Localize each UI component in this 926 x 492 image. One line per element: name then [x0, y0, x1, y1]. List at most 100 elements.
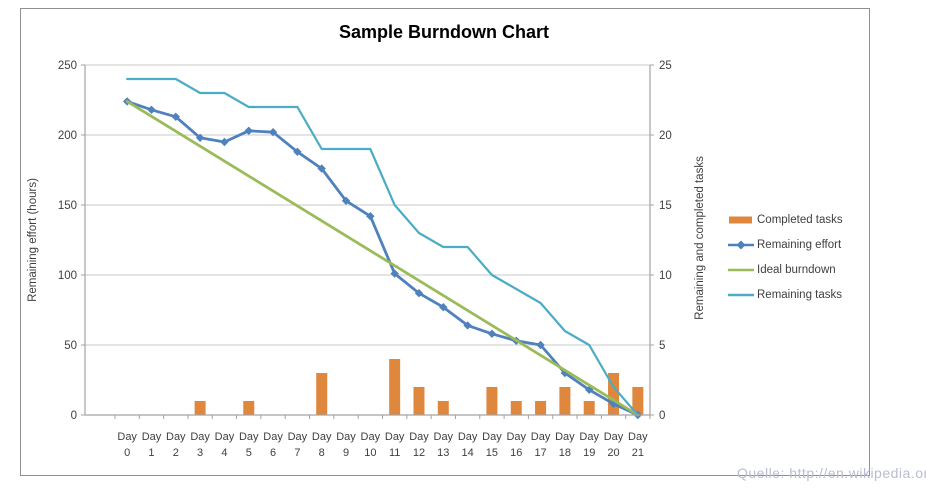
effort-marker-day-17: [536, 340, 545, 350]
day-label: Day: [555, 431, 575, 443]
bar-swatch-icon: [729, 216, 752, 224]
day-label: Day: [579, 431, 599, 443]
day-label-number: 5: [246, 447, 252, 459]
day-label: Day: [142, 431, 162, 443]
day-label-number: 7: [294, 447, 300, 459]
effort-marker-day-2: [171, 112, 180, 121]
day-label-number: 1: [148, 447, 154, 459]
gridlines: [85, 64, 650, 346]
day-label-number: 13: [437, 447, 449, 459]
day-label-number: 15: [486, 447, 498, 459]
legend-item-completed-tasks: Completed tasks: [728, 212, 843, 228]
effort-marker-day-10: [366, 212, 375, 221]
right-tick-label: 5: [659, 340, 665, 352]
right-tick-label: 25: [659, 60, 672, 72]
bar-day-21: [632, 387, 644, 415]
day-label-number: 17: [534, 447, 546, 459]
line-swatch-icon: [728, 293, 754, 297]
bar-day-16: [510, 401, 522, 415]
remaining-tasks-line: [126, 77, 639, 417]
day-label-number: 20: [607, 447, 619, 459]
legend-label: Remaining effort: [757, 239, 842, 251]
day-label: Day: [628, 431, 648, 443]
day-label: Day: [190, 431, 210, 443]
left-axis-title: Remaining effort (hours): [27, 178, 39, 302]
day-label: Day: [239, 431, 259, 443]
series-lines: [122, 77, 643, 420]
left-tick-label: 150: [58, 200, 77, 212]
day-label-number: 9: [343, 447, 349, 459]
effort-marker-day-6: [268, 128, 278, 137]
bar-day-11: [389, 359, 401, 415]
effort-marker-day-3: [195, 133, 205, 142]
day-label-number: 4: [221, 447, 227, 459]
bar-day-12: [413, 387, 425, 415]
effort-marker-day-14: [463, 321, 472, 330]
day-label-number: 0: [124, 447, 130, 459]
effort-marker-day-1: [147, 105, 156, 114]
day-label-number: 12: [413, 447, 425, 459]
chart-title: Sample Burndown Chart: [339, 22, 549, 42]
chart-frame: [20, 8, 870, 476]
legend-item-remaining-effort: Remaining effort: [728, 237, 843, 253]
day-label: Day: [458, 431, 478, 443]
legend-label: Ideal burndown: [757, 264, 836, 276]
bar-day-20: [608, 373, 620, 415]
right-tick-label: 10: [659, 270, 672, 282]
day-label: Day: [312, 431, 332, 443]
bar-day-8: [316, 373, 328, 415]
chart-legend: Completed tasks Remaining effort Ideal bur…: [728, 212, 843, 303]
day-label: Day: [288, 431, 308, 443]
day-label-number: 8: [319, 447, 325, 459]
day-label-number: 3: [197, 447, 203, 459]
day-label-number: 10: [364, 447, 376, 459]
day-label: Day: [215, 431, 235, 443]
left-tick-label: 200: [58, 130, 77, 142]
day-label: Day: [166, 431, 186, 443]
left-tick-label: 100: [58, 270, 77, 282]
day-label: Day: [385, 431, 405, 443]
day-label: Day: [482, 431, 502, 443]
bar-day-18: [559, 387, 571, 415]
day-label: Day: [604, 431, 624, 443]
effort-marker-day-15: [487, 329, 497, 338]
day-label-number: 19: [583, 447, 595, 459]
legend-label: Completed tasks: [757, 214, 843, 226]
day-label: Day: [117, 431, 137, 443]
line-swatch-icon: [728, 240, 754, 250]
day-label-number: 18: [559, 447, 571, 459]
completed-tasks-bars: [194, 359, 644, 415]
ideal-burndown-line: [125, 100, 640, 417]
left-tick-label: 0: [71, 410, 77, 422]
right-axis-title: Remaining and completed tasks: [694, 156, 706, 320]
remaining-effort-line: [125, 100, 640, 417]
legend-item-remaining-tasks: Remaining tasks: [728, 287, 843, 303]
bar-day-15: [486, 387, 498, 415]
day-label: Day: [434, 431, 454, 443]
left-tick-label: 250: [58, 60, 77, 72]
effort-marker-day-19: [585, 385, 594, 394]
axes: [81, 64, 654, 419]
effort-marker-day-4: [220, 137, 229, 147]
day-label: Day: [361, 431, 381, 443]
right-tick-label: 20: [659, 130, 672, 142]
effort-marker-day-20: [609, 399, 618, 408]
effort-marker-day-5: [244, 126, 253, 135]
legend-bar-swatch: [729, 216, 752, 224]
day-label: Day: [263, 431, 283, 443]
axis-labels: 0 0 50 5 100 10 150 15 200 20 250 25 Day 0 Day 1 Day 2 Day…: [58, 60, 672, 459]
legend-item-ideal-burndown: Ideal burndown: [728, 262, 843, 278]
left-tick-label: 50: [64, 340, 77, 352]
right-tick-label: 0: [659, 410, 665, 422]
bar-day-19: [583, 401, 595, 415]
effort-marker-day-7: [293, 147, 302, 156]
day-label: Day: [336, 431, 356, 443]
effort-marker-day-8: [317, 164, 326, 173]
source-watermark: Quelle: http://en.wikipedia.org: [737, 465, 926, 481]
day-label-number: 6: [270, 447, 276, 459]
bar-day-5: [243, 401, 255, 415]
effort-marker-day-9: [341, 196, 351, 205]
right-tick-label: 15: [659, 200, 672, 212]
legend-label: Remaining tasks: [757, 289, 843, 301]
